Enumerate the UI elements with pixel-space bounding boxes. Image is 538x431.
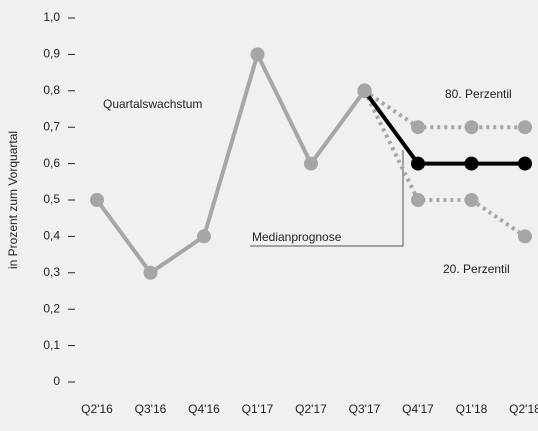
point <box>411 156 425 171</box>
x-tick-label: Q4'16 <box>188 402 220 416</box>
y-tick-label: 1,0 <box>43 10 60 24</box>
series-label: 80. Perzentil <box>445 87 512 101</box>
point <box>250 47 265 62</box>
series-label: Medianprognose <box>252 230 342 244</box>
point <box>197 229 211 244</box>
series-line <box>363 89 525 130</box>
x-tick-label: Q1'17 <box>242 402 274 416</box>
series-label: Quartalswachstum <box>103 97 202 111</box>
point <box>143 265 158 280</box>
y-tick-label: 0,7 <box>43 119 60 133</box>
x-tick-label: Q1'18 <box>456 402 488 416</box>
point <box>518 229 532 244</box>
y-tick-label: 0 <box>53 374 60 388</box>
y-tick-label: 0,8 <box>43 83 60 97</box>
series-line <box>95 52 367 275</box>
series-line <box>362 89 525 166</box>
series-label: 20. Perzentil <box>443 262 510 276</box>
point <box>90 193 104 207</box>
point <box>464 120 479 135</box>
y-tick-label: 0,2 <box>43 301 60 315</box>
y-tick-label: 0,5 <box>43 192 60 206</box>
y-axis-label: in Prozent zum Vorquartal <box>6 131 20 269</box>
x-tick-label: Q2'16 <box>81 402 113 416</box>
point <box>304 156 318 171</box>
y-tick-label: 0,3 <box>43 265 60 279</box>
x-tick-label: Q2'17 <box>295 402 327 416</box>
y-tick-label: 0,4 <box>43 229 60 243</box>
series-line <box>362 89 527 239</box>
leader-line <box>250 150 404 247</box>
point <box>464 193 479 207</box>
x-tick-label: Q4'17 <box>402 402 434 416</box>
x-tick-label: Q3'16 <box>135 402 167 416</box>
y-tick-label: 0,6 <box>43 156 60 170</box>
x-tick-label: Q3'17 <box>349 402 381 416</box>
x-tick-label: Q2'18 <box>509 402 538 416</box>
y-tick-label: 0,9 <box>43 47 60 61</box>
point <box>464 156 479 171</box>
point <box>518 120 532 135</box>
point <box>411 120 425 135</box>
point <box>518 156 532 171</box>
point <box>411 193 425 207</box>
y-tick-label: 0,1 <box>43 338 60 352</box>
point <box>357 83 372 98</box>
